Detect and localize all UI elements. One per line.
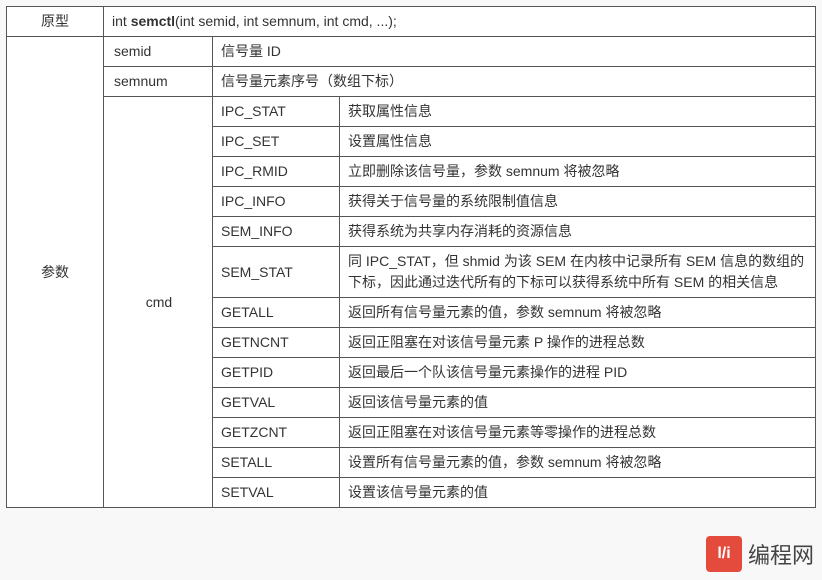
proto-prefix: int [112,13,131,29]
cmd-ipc-set-name: IPC_SET [213,127,340,157]
cmd-ipc-stat-name: IPC_STAT [213,97,340,127]
cmd-ipc-set-desc: 设置属性信息 [340,127,816,157]
cmd-ipc-info-desc: 获得关于信号量的系统限制值信息 [340,187,816,217]
cmd-getval-desc: 返回该信号量元素的值 [340,388,816,418]
row-semid: 参数 semid 信号量 ID [7,37,816,67]
row-prototype: 原型 int semctl(int semid, int semnum, int… [7,7,816,37]
watermark-logo-icon: l/i [706,536,742,572]
row-semnum: semnum 信号量元素序号（数组下标） [7,67,816,97]
cmd-getall-desc: 返回所有信号量元素的值，参数 semnum 将被忽略 [340,298,816,328]
cmd-ipc-rmid-name: IPC_RMID [213,157,340,187]
cmd-setall-name: SETALL [213,448,340,478]
watermark-logo-text: l/i [717,545,730,563]
param-semid-name: semid [104,37,213,67]
param-semid-desc: 信号量 ID [213,37,816,67]
label-prototype: 原型 [7,7,104,37]
param-semnum-name: semnum [104,67,213,97]
label-params: 参数 [7,37,104,508]
cmd-getncnt-name: GETNCNT [213,328,340,358]
watermark-site-text: 编程网 [748,538,814,570]
cmd-getall-name: GETALL [213,298,340,328]
cmd-setval-desc: 设置该信号量元素的值 [340,478,816,508]
cmd-setval-name: SETVAL [213,478,340,508]
cmd-sem-stat-desc: 同 IPC_STAT，但 shmid 为该 SEM 在内核中记录所有 SEM 信… [340,247,816,298]
cmd-ipc-rmid-desc: 立即删除该信号量，参数 semnum 将被忽略 [340,157,816,187]
cmd-getval-name: GETVAL [213,388,340,418]
cmd-getpid-name: GETPID [213,358,340,388]
semctl-reference-table: 原型 int semctl(int semid, int semnum, int… [6,6,816,508]
cmd-setall-desc: 设置所有信号量元素的值，参数 semnum 将被忽略 [340,448,816,478]
row-cmd-ipc-stat: cmd IPC_STAT 获取属性信息 [7,97,816,127]
cmd-getzcnt-name: GETZCNT [213,418,340,448]
cmd-getzcnt-desc: 返回正阻塞在对该信号量元素等零操作的进程总数 [340,418,816,448]
cmd-sem-info-desc: 获得系统为共享内存消耗的资源信息 [340,217,816,247]
param-semnum-desc: 信号量元素序号（数组下标） [213,67,816,97]
cmd-sem-info-name: SEM_INFO [213,217,340,247]
cmd-getpid-desc: 返回最后一个队该信号量元素操作的进程 PID [340,358,816,388]
param-cmd-name: cmd [104,97,213,508]
cmd-ipc-info-name: IPC_INFO [213,187,340,217]
cmd-sem-stat-name: SEM_STAT [213,247,340,298]
cmd-ipc-stat-desc: 获取属性信息 [340,97,816,127]
site-watermark: l/i 编程网 [706,536,814,572]
proto-func: semctl [131,13,175,29]
cell-prototype: int semctl(int semid, int semnum, int cm… [104,7,816,37]
cmd-getncnt-desc: 返回正阻塞在对该信号量元素 P 操作的进程总数 [340,328,816,358]
proto-suffix: (int semid, int semnum, int cmd, ...); [175,13,397,29]
